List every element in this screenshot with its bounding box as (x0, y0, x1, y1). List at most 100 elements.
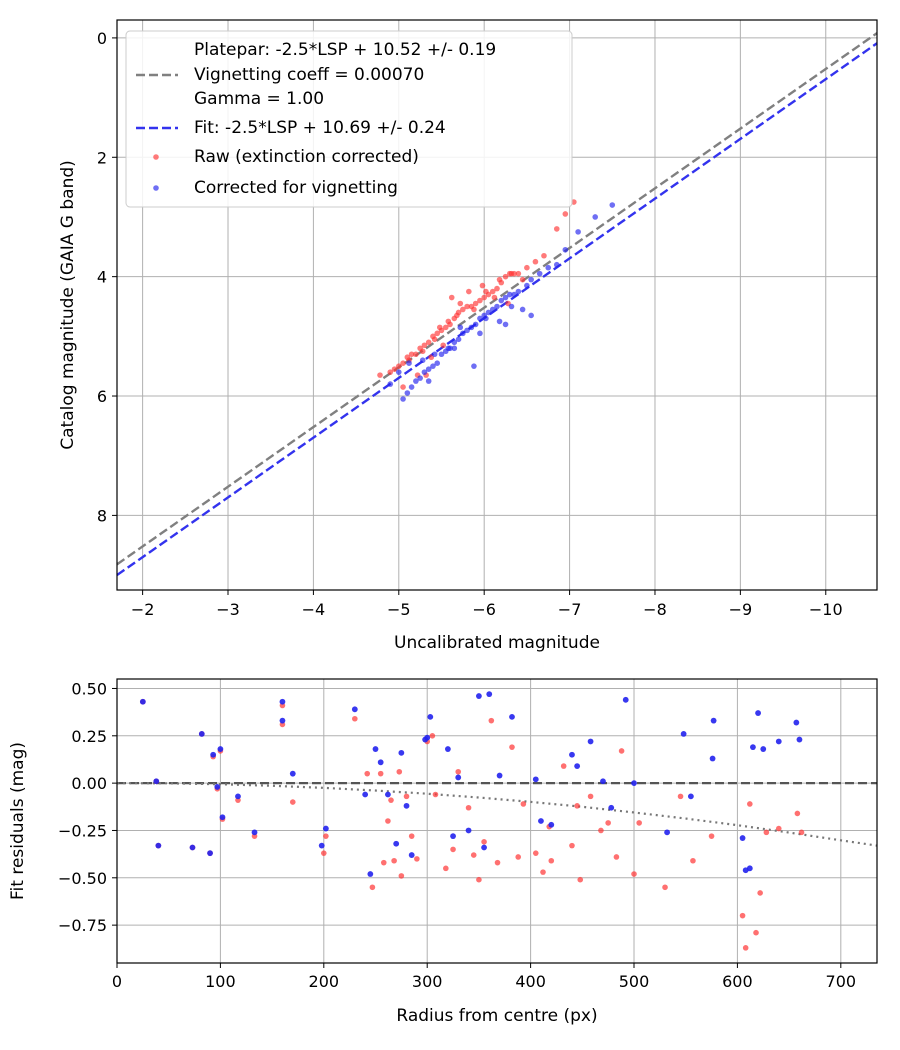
bottom-reference-lines (116, 782, 878, 847)
residual-corrected-point (322, 825, 329, 832)
corrected-point (421, 369, 428, 375)
residual-corrected-point (372, 746, 379, 752)
corrected-point (434, 360, 441, 366)
raw-point (515, 270, 522, 277)
corrected-point (502, 321, 509, 328)
residual-raw-point (631, 871, 637, 877)
corrected-point (477, 315, 483, 322)
top-x-axis-label: Uncalibrated magnitude (394, 633, 600, 653)
bottom-line-vignetting-model (116, 782, 878, 847)
residual-corrected-point (796, 736, 803, 743)
corrected-point (502, 294, 509, 301)
corrected-point (477, 330, 483, 337)
residual-raw-point (690, 857, 696, 864)
legend-label: Corrected for vignetting (194, 178, 398, 198)
top-y-axis-label: Catalog magnitude (GAIA G band) (58, 160, 78, 450)
legend-point-swatch (153, 185, 159, 191)
residual-raw-point (364, 770, 371, 777)
raw-point (483, 288, 489, 295)
residual-corrected-point (450, 833, 456, 840)
raw-point (391, 366, 398, 372)
top-scatter-points (377, 199, 616, 402)
residual-raw-point (548, 857, 555, 864)
residual-corrected-point (709, 755, 716, 762)
residual-raw-point (494, 859, 501, 866)
legend-label: Platepar: -2.5*LSP + 10.52 +/- 0.19 (194, 40, 496, 60)
residual-raw-point (775, 825, 782, 832)
residual-corrected-point (486, 691, 493, 698)
raw-point (541, 252, 547, 259)
residual-raw-point (377, 770, 384, 777)
corrected-point (455, 336, 462, 343)
residual-raw-point (618, 748, 625, 754)
residual-corrected-point (385, 791, 391, 798)
residual-corrected-point (214, 784, 221, 790)
bottom-scatter-points (139, 691, 805, 951)
corrected-point (536, 270, 543, 277)
bottom-x-tick-label: 200 (309, 972, 340, 991)
raw-point (524, 264, 530, 271)
corrected-point (524, 282, 530, 289)
corrected-point (609, 202, 616, 208)
residual-corrected-point (207, 850, 213, 857)
corrected-point (413, 378, 419, 384)
residual-corrected-point (600, 778, 606, 785)
raw-point (502, 273, 509, 280)
corrected-point (430, 363, 436, 369)
top-x-tick-label: −2 (131, 600, 155, 619)
residual-corrected-point (481, 844, 487, 851)
legend-label: Raw (extinction corrected) (194, 147, 419, 167)
residual-raw-point (391, 857, 397, 864)
residual-raw-point (739, 912, 746, 919)
top-x-tick-label: −5 (387, 600, 411, 619)
top-line-platepar (116, 32, 878, 566)
bottom-x-ticks: 0 100 200 300 400 500 600 700 (112, 963, 856, 991)
corrected-point (451, 339, 458, 346)
top-plot-frame (116, 19, 878, 591)
bottom-y-tick-label: 0.00 (71, 774, 107, 793)
top-x-tick-label: −7 (558, 600, 582, 619)
residual-raw-point (398, 873, 405, 879)
raw-point (494, 285, 500, 292)
corrected-point (562, 246, 569, 253)
corrected-point (528, 312, 534, 319)
residual-corrected-point (362, 791, 369, 798)
residual-corrected-point (367, 871, 374, 877)
top-chart: −2 −3 −4 −5 −6 −7 −8 −9 −10 0 2 4 6 8 Uncalibrated m… (58, 19, 878, 653)
legend-box (125, 30, 573, 208)
bottom-x-tick-label: 600 (722, 972, 753, 991)
corrected-point (498, 297, 505, 304)
raw-point (457, 300, 464, 307)
residual-corrected-point (608, 804, 615, 811)
residual-corrected-point (587, 738, 594, 745)
raw-point (491, 294, 498, 301)
top-x-tick-label: −10 (809, 600, 843, 619)
bottom-x-tick-label: 700 (826, 972, 857, 991)
corrected-point (387, 381, 394, 387)
legend-label: Vignetting coeff = 0.00070 (194, 65, 424, 85)
residual-corrected-point (219, 814, 226, 821)
corrected-point (404, 390, 411, 396)
residual-corrected-point (532, 776, 539, 783)
raw-point (508, 270, 515, 277)
raw-point (377, 372, 383, 378)
residual-corrected-point (746, 865, 753, 872)
residual-raw-point (532, 850, 539, 856)
residual-raw-point (488, 717, 495, 724)
residual-corrected-point (496, 772, 503, 779)
residual-corrected-point (427, 713, 434, 720)
residual-raw-point (396, 768, 403, 775)
corrected-point (451, 345, 458, 352)
bottom-chart: 0 100 200 300 400 500 600 700 0.50 0.25 0.00 −0.25… (8, 678, 878, 1026)
residual-raw-point (470, 852, 477, 858)
corrected-point (438, 351, 445, 358)
residual-raw-point (798, 829, 805, 836)
residual-raw-point (708, 833, 715, 839)
residual-corrected-point (424, 734, 431, 741)
raw-point (431, 336, 438, 343)
corrected-point (483, 315, 489, 322)
bottom-x-axis-label: Radius from centre (px) (396, 1006, 597, 1026)
corrected-point (431, 351, 438, 358)
residual-corrected-point (755, 710, 761, 716)
raw-point (421, 342, 428, 349)
